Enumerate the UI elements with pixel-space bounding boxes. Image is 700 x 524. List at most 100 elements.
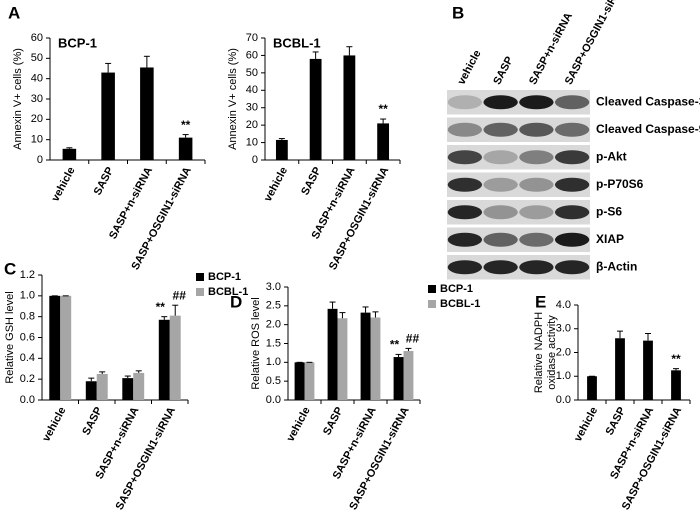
y-tick-label: 4.0: [556, 299, 571, 311]
panel-label: B: [452, 3, 464, 22]
bar: [60, 295, 72, 400]
y-tick-label: 1.2: [20, 269, 35, 281]
error-bar: [66, 147, 73, 149]
x-tick-label: SASP+OSGIN1-siRNA: [327, 165, 391, 272]
y-tick-label: 40: [31, 73, 43, 85]
legend-swatch: [428, 300, 436, 308]
error-bar: [372, 311, 379, 318]
y-tick-label: 60: [246, 49, 258, 61]
blot-band: [447, 150, 483, 165]
lane-label: vehicle: [455, 48, 483, 87]
blot-band: [519, 177, 554, 192]
chart-title: BCBL-1: [273, 35, 321, 50]
y-tick-label: 40: [246, 84, 258, 96]
y-tick-label: 0.8: [20, 311, 35, 323]
bar: [403, 351, 414, 400]
error-bar: [161, 316, 168, 320]
y-tick-label: 0.4: [20, 352, 35, 364]
y-axis-label: Annexin V+ cells (%): [227, 48, 239, 150]
y-tick-label: 0.0: [266, 394, 281, 406]
bar: [309, 58, 322, 160]
blot-band: [447, 205, 483, 220]
blot-band: [447, 232, 483, 247]
significance-mark: **: [378, 102, 388, 116]
error-bar: [395, 353, 402, 358]
bar: [101, 72, 115, 160]
protein-label: p-S6: [596, 204, 622, 218]
bar: [370, 317, 381, 400]
bar: [671, 370, 681, 400]
y-tick-label: 2.0: [266, 319, 281, 331]
bar: [393, 357, 404, 400]
blot-band: [519, 260, 554, 275]
protein-label: p-Akt: [596, 149, 627, 163]
x-tick-label: SASP: [321, 405, 346, 437]
legend-swatch: [428, 285, 436, 293]
bar: [96, 373, 108, 400]
lane-label: SASP+OSGIN1-siRNA: [563, 0, 627, 87]
bar: [643, 340, 653, 400]
y-tick-label: 1.0: [20, 290, 35, 302]
error-bar: [135, 370, 142, 373]
error-bar: [172, 304, 179, 316]
chart-title: BCP-1: [58, 35, 97, 50]
y-tick-label: 0.5: [266, 375, 281, 387]
y-axis-label: Annexin V+ cells (%): [12, 48, 24, 150]
x-tick-label: vehicle: [572, 405, 600, 444]
y-axis-label: Relative ROS level: [250, 297, 262, 389]
y-tick-label: 0.6: [20, 331, 35, 343]
y-tick-label: 30: [246, 102, 258, 114]
y-axis-label: oxidase activity: [546, 315, 558, 390]
blot-band: [447, 95, 483, 110]
western-blot: vehicle SASP SASP+n-siRNASASP+OSGIN1-siRNA…: [447, 0, 700, 280]
bar: [337, 318, 348, 400]
significance-mark: **: [390, 338, 400, 352]
error-bar: [673, 368, 679, 371]
y-axis-label: Relative GSH level: [4, 291, 16, 383]
x-tick-label: vehicle: [40, 405, 68, 444]
y-tick-label: 10: [246, 136, 258, 148]
blot-band: [554, 122, 590, 137]
y-tick-label: 1.0: [266, 356, 281, 368]
error-bar: [105, 62, 112, 73]
error-bar: [645, 333, 651, 341]
y-tick-label: 30: [31, 93, 43, 105]
error-bar: [312, 51, 319, 59]
y-tick-label: 50: [246, 67, 258, 79]
significance-mark: **: [181, 118, 191, 132]
error-bar: [278, 138, 285, 140]
blot-band: [483, 205, 518, 220]
error-bar: [143, 55, 150, 68]
bar: [122, 378, 134, 400]
y-tick-label: 0.0: [556, 394, 571, 406]
legend-label: BCBL-1: [208, 286, 248, 298]
bar: [360, 312, 371, 400]
legend-swatch: [196, 288, 204, 296]
bar: [169, 315, 181, 400]
panel-label: A: [8, 3, 20, 22]
blot-band: [483, 122, 518, 137]
error-bar: [99, 371, 106, 374]
error-bar: [617, 330, 623, 339]
panel-label: D: [230, 292, 242, 311]
blot-band: [483, 95, 518, 110]
blot-band: [519, 95, 554, 110]
y-tick-label: 10: [31, 134, 43, 146]
y-tick-label: 20: [31, 113, 43, 125]
error-bar: [339, 312, 346, 319]
blot-band: [554, 95, 590, 110]
bar: [178, 137, 193, 160]
significance-mark: **: [671, 352, 681, 366]
y-tick-label: 2.0: [556, 346, 571, 358]
significance-mark: ##: [406, 332, 420, 346]
legend-label: BCP-1: [440, 283, 473, 295]
x-tick-label: vehicle: [49, 165, 77, 204]
blot-band: [447, 177, 483, 192]
error-bar: [405, 347, 412, 352]
bar: [275, 139, 288, 160]
legend-label: BCBL-1: [440, 298, 480, 310]
bar: [140, 67, 154, 160]
error-bar: [182, 134, 189, 138]
